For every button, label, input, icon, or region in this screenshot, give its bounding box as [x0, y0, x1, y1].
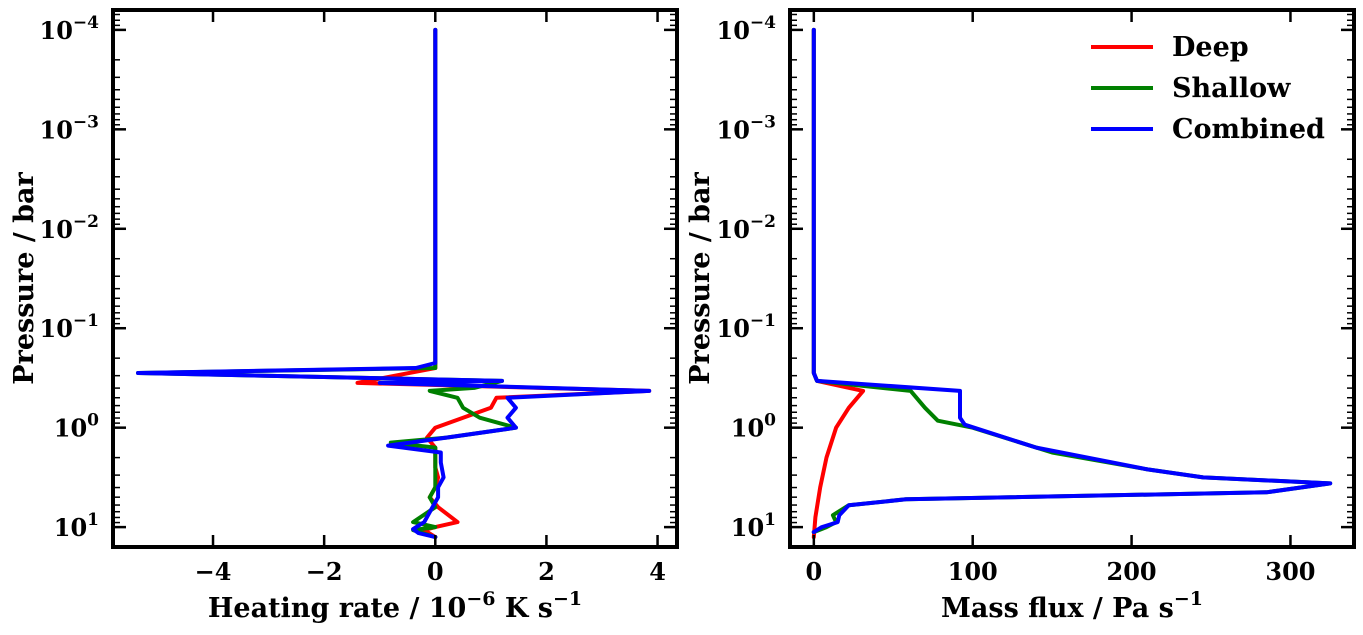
y-axis-label: Pressure / bar [685, 172, 716, 385]
mass-flux-panel: 0 100 200 300 10−4 10−3 10−2 10−1 100 101 Pressure… [685, 8, 1356, 624]
x-tick-label: 100 [948, 557, 998, 586]
series-line-combined [136, 27, 652, 540]
series-line-shallow [136, 27, 518, 540]
y-tick-label: 10−1 [717, 311, 776, 343]
y-tick-label: 101 [731, 510, 776, 542]
y-tick-label: 10−1 [40, 311, 99, 343]
y-tick-label: 10−2 [40, 212, 99, 244]
y-tick-label: 101 [54, 510, 99, 542]
x-tick-label: −4 [195, 557, 232, 586]
series-line-deep [811, 27, 866, 540]
x-tick-label: 200 [1107, 557, 1157, 586]
x-axis-label: Heating rate / 10−6 K s−1 [208, 588, 582, 624]
y-tick-label: 10−4 [40, 13, 100, 45]
y-axis-label: Pressure / bar [9, 172, 40, 385]
legend-label-shallow: Shallow [1172, 73, 1291, 104]
x-axis-label: Mass flux / Pa s−1 [941, 588, 1203, 624]
y-tick-label: 10−2 [717, 212, 776, 244]
y-tick-label: 10−3 [40, 112, 99, 144]
y-tick-label: 100 [54, 411, 99, 443]
x-tick-label: −2 [306, 557, 343, 586]
series-line-deep [355, 27, 652, 540]
y-tick-label: 100 [731, 411, 776, 443]
series-line-combined [811, 27, 1333, 535]
x-tick-label: 300 [1265, 557, 1315, 586]
series-line-shallow [811, 27, 1333, 535]
heating-rate-panel: −4 −2 0 2 4 10−4 10−3 10−2 10−1 100 101 Pressure / … [9, 8, 679, 624]
x-tick-label: 2 [538, 557, 555, 586]
x-tick-label: 0 [805, 557, 822, 586]
plot-frame [111, 8, 679, 549]
legend: Deep Shallow Combined [1091, 32, 1325, 145]
x-tick-label: 4 [649, 557, 666, 586]
plot-frame [788, 8, 1356, 549]
y-tick-label: 10−4 [717, 13, 777, 45]
x-tick-label: 0 [427, 557, 444, 586]
legend-label-deep: Deep [1172, 32, 1249, 63]
legend-label-combined: Combined [1172, 114, 1325, 145]
y-tick-label: 10−3 [717, 112, 776, 144]
